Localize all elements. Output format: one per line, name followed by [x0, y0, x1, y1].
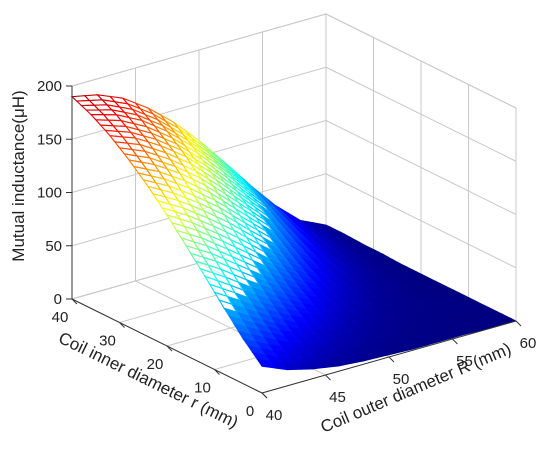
y-tick-label: 20 — [147, 356, 164, 373]
y-tick-mark — [214, 369, 220, 375]
z-tick-label: 50 — [45, 238, 62, 255]
z-tick-label: 0 — [54, 291, 62, 308]
x-tick-mark — [388, 356, 395, 363]
y-tick-label: 40 — [52, 309, 69, 326]
x-tick-label: 55 — [456, 353, 473, 370]
y-tick-mark — [71, 298, 78, 305]
y-tick-label: 10 — [194, 380, 211, 397]
x-tick-mark — [515, 320, 522, 327]
x-tick-label: 60 — [520, 335, 537, 352]
x-tick-label: 45 — [329, 389, 346, 406]
y-axis-label: Coil inner diameter r (mm) — [56, 328, 242, 432]
x-tick-mark — [325, 374, 331, 381]
x-tick-label: 40 — [266, 407, 283, 424]
y-tick-label: 0 — [246, 403, 254, 420]
y-tick-mark — [261, 392, 268, 399]
z-tick-label: 150 — [37, 131, 62, 148]
surface-mesh — [70, 94, 517, 371]
y-tick-mark — [166, 345, 173, 352]
x-tick-label: 50 — [393, 371, 410, 388]
z-axis-label: Mutual inductance(μH) — [9, 90, 28, 261]
surface-cell — [256, 359, 276, 369]
y-tick-mark — [119, 322, 125, 328]
x-tick-mark — [452, 338, 458, 345]
z-tick-label: 100 — [37, 185, 62, 202]
z-tick-label: 200 — [37, 78, 62, 95]
y-tick-label: 30 — [99, 333, 116, 350]
axes-lines — [66, 85, 522, 399]
